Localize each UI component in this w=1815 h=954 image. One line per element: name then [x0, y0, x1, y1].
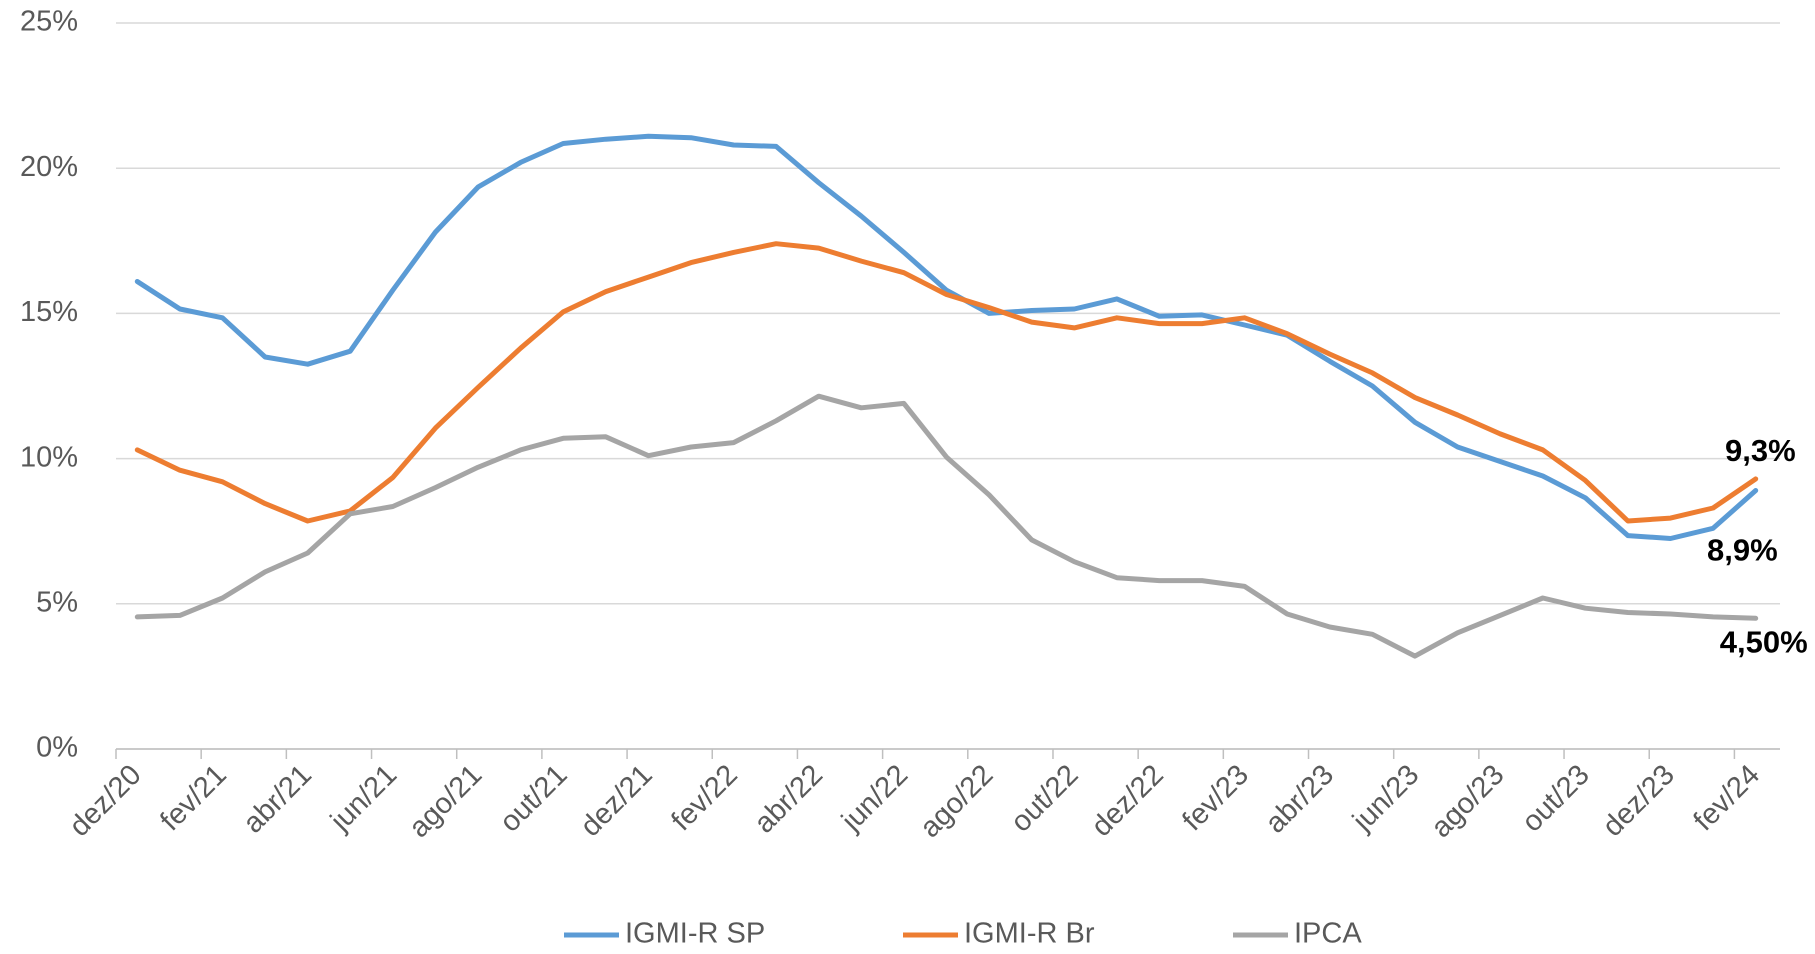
data-label: 4,50%	[1720, 625, 1808, 660]
y-tick-label: 10%	[20, 441, 78, 473]
x-tick-label: fev/23	[1177, 759, 1255, 837]
x-tick-label: dez/21	[575, 759, 659, 843]
series-line	[134, 133, 1759, 541]
legend-label: IGMI-R SP	[625, 918, 765, 950]
x-tick-label: out/22	[1005, 759, 1085, 839]
y-tick-label: 5%	[36, 586, 78, 618]
y-tick-label: 25%	[20, 6, 78, 38]
y-tick-label: 20%	[20, 151, 78, 183]
x-tick-label: abr/22	[748, 759, 829, 840]
data-label: 9,3%	[1725, 433, 1796, 468]
data-label: 8,9%	[1707, 533, 1778, 568]
x-tick-label: dez/20	[63, 759, 147, 843]
y-tick-label: 0%	[36, 732, 78, 764]
x-tick-label: out/21	[494, 759, 574, 839]
y-tick-label: 15%	[20, 296, 78, 328]
x-tick-label: fev/22	[665, 759, 743, 837]
series-line	[134, 241, 1759, 524]
x-tick-label: jun/23	[1346, 759, 1425, 838]
x-tick-label: dez/22	[1086, 759, 1170, 843]
x-tick-label: abr/21	[237, 759, 318, 840]
x-tick-label: jun/22	[835, 759, 914, 838]
x-tick-label: ago/23	[1425, 759, 1510, 844]
x-tick-label: fev/24	[1688, 759, 1766, 837]
x-tick-label: abr/23	[1259, 759, 1340, 840]
series-line	[134, 393, 1759, 659]
x-tick-label: out/23	[1516, 759, 1596, 839]
x-tick-label: dez/23	[1597, 759, 1681, 843]
x-tick-label: fev/21	[154, 759, 232, 837]
x-tick-label: ago/21	[403, 759, 488, 844]
x-tick-label: jun/21	[324, 759, 403, 838]
legend-label: IGMI-R Br	[964, 918, 1095, 950]
legend-label: IPCA	[1294, 918, 1362, 950]
x-tick-label: ago/22	[914, 759, 999, 844]
